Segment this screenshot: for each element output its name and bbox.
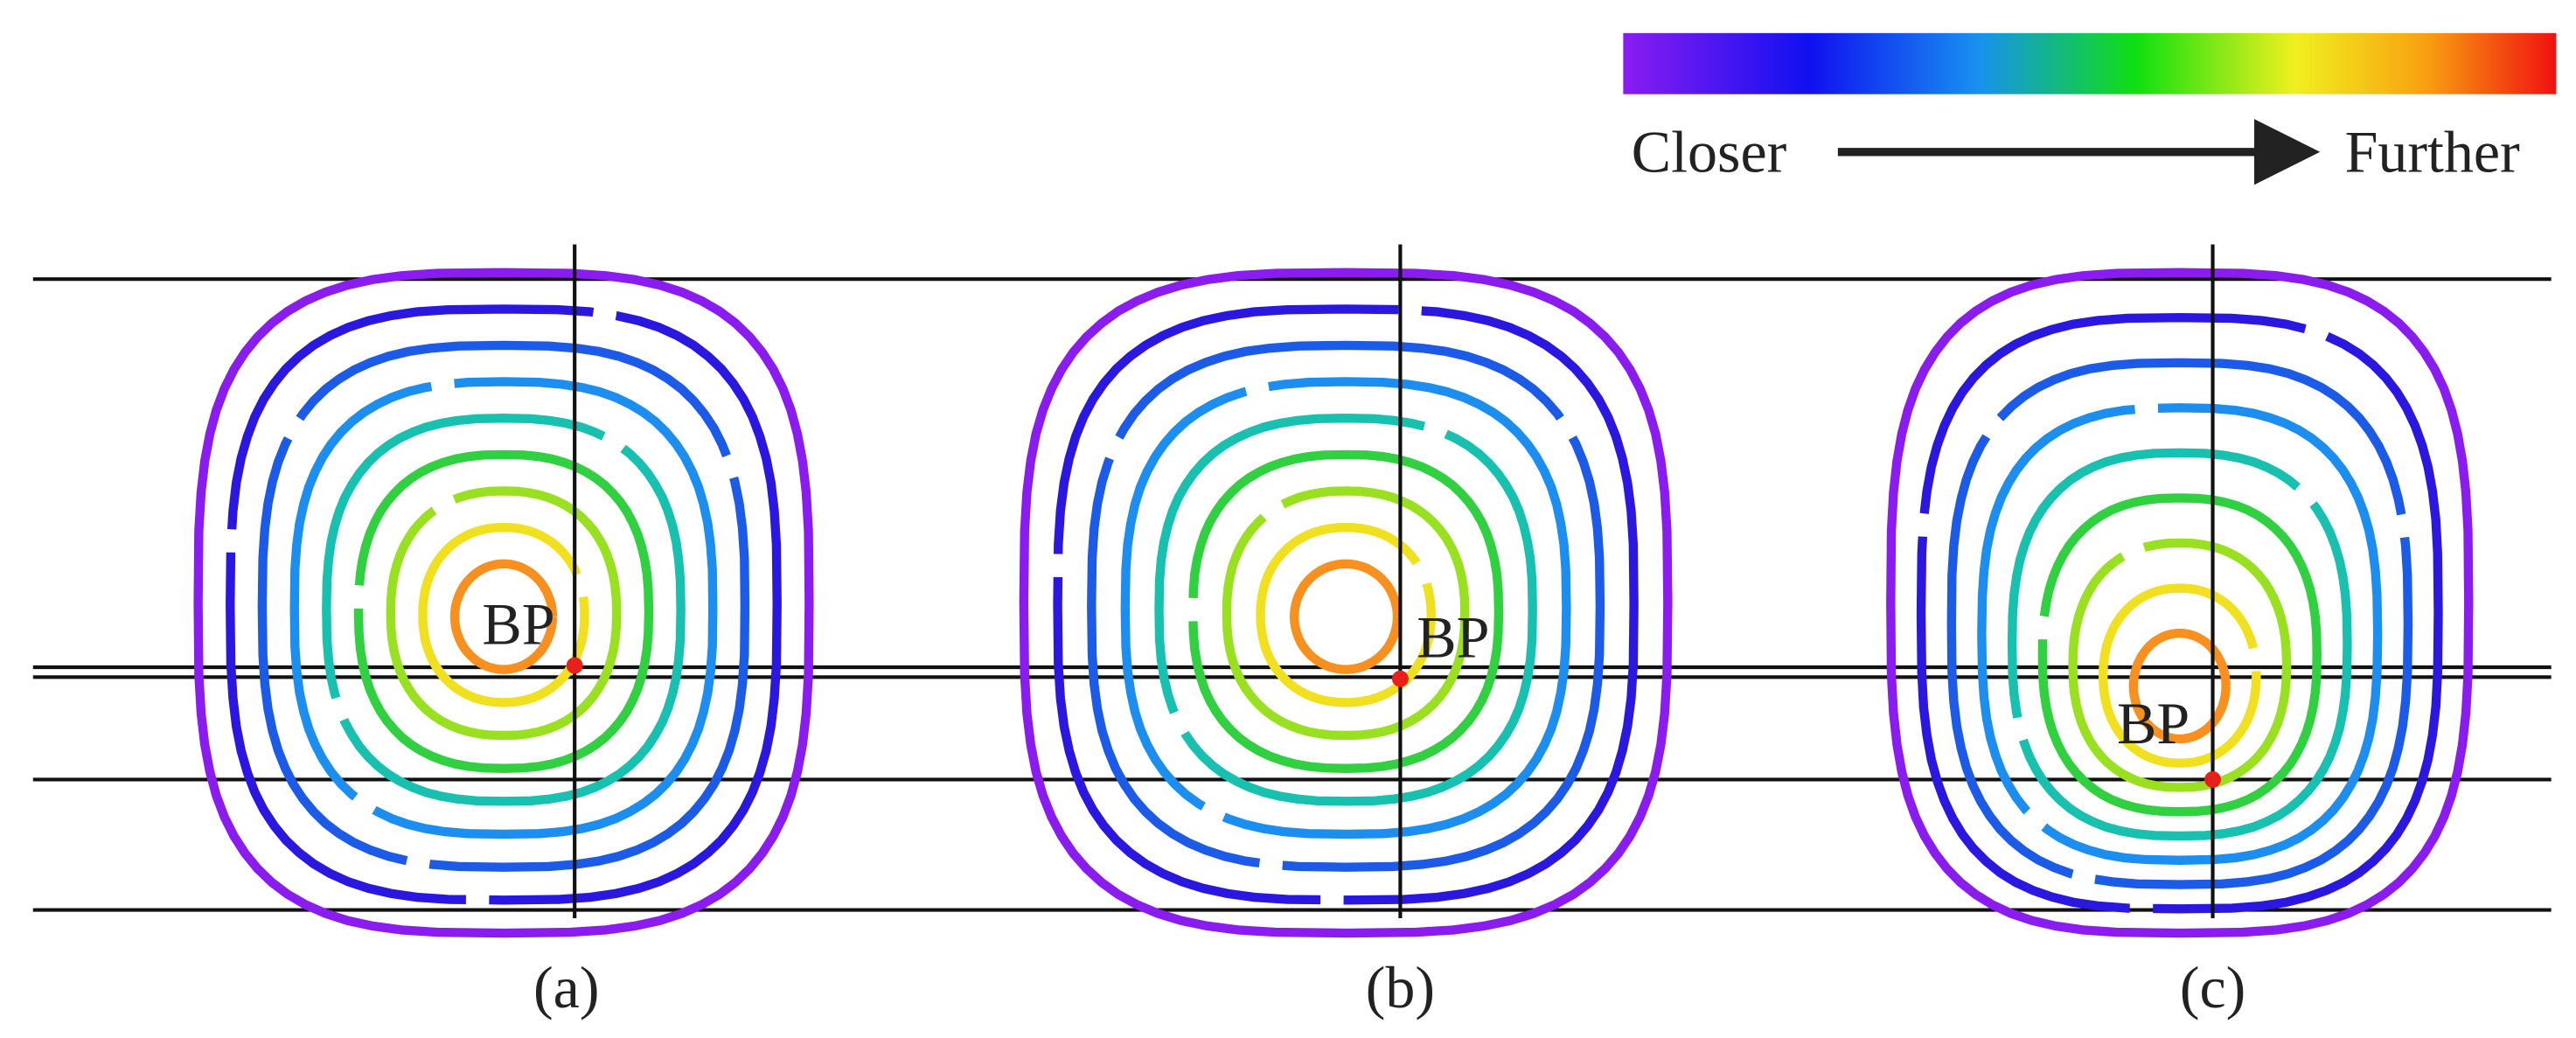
contour — [322, 414, 686, 806]
legend-start-label: Closer — [1632, 118, 1787, 185]
contour — [1886, 268, 2474, 938]
contour — [1053, 304, 1639, 905]
panel-label: (a) — [533, 954, 599, 1021]
contour — [449, 559, 558, 674]
contour — [193, 268, 814, 938]
contour — [1188, 449, 1504, 773]
panel-label: (b) — [1366, 954, 1435, 1021]
contour — [1087, 340, 1605, 872]
base-point — [1391, 670, 1409, 687]
contour — [289, 377, 718, 839]
base-point — [2204, 770, 2221, 788]
contour — [2098, 583, 2261, 768]
contour — [2007, 448, 2352, 841]
contour — [353, 449, 654, 773]
point-label: BP — [482, 591, 554, 658]
contour — [1916, 313, 2443, 914]
contour — [1946, 358, 2413, 889]
contour-panel — [1886, 268, 2474, 938]
contour — [2037, 493, 2322, 817]
contour — [2128, 628, 2231, 744]
point-label: BP — [1417, 604, 1489, 671]
contour — [1019, 268, 1673, 938]
legend-end-label: Further — [2345, 118, 2520, 185]
contour — [1977, 403, 2383, 865]
contour — [1289, 559, 1403, 674]
contour — [386, 486, 622, 741]
point-label: BP — [2117, 690, 2190, 756]
contour — [2068, 538, 2292, 792]
contour — [226, 304, 782, 905]
contour — [1256, 523, 1436, 707]
contour — [418, 523, 589, 707]
panel-label: (c) — [2180, 954, 2245, 1021]
contour-panel — [1019, 268, 1673, 938]
base-point — [566, 657, 583, 674]
contour-panel — [193, 268, 814, 938]
contour — [1120, 377, 1571, 839]
contour — [1154, 414, 1537, 806]
color-bar — [1623, 32, 2557, 94]
contour — [1222, 486, 1470, 741]
contour — [257, 340, 750, 872]
